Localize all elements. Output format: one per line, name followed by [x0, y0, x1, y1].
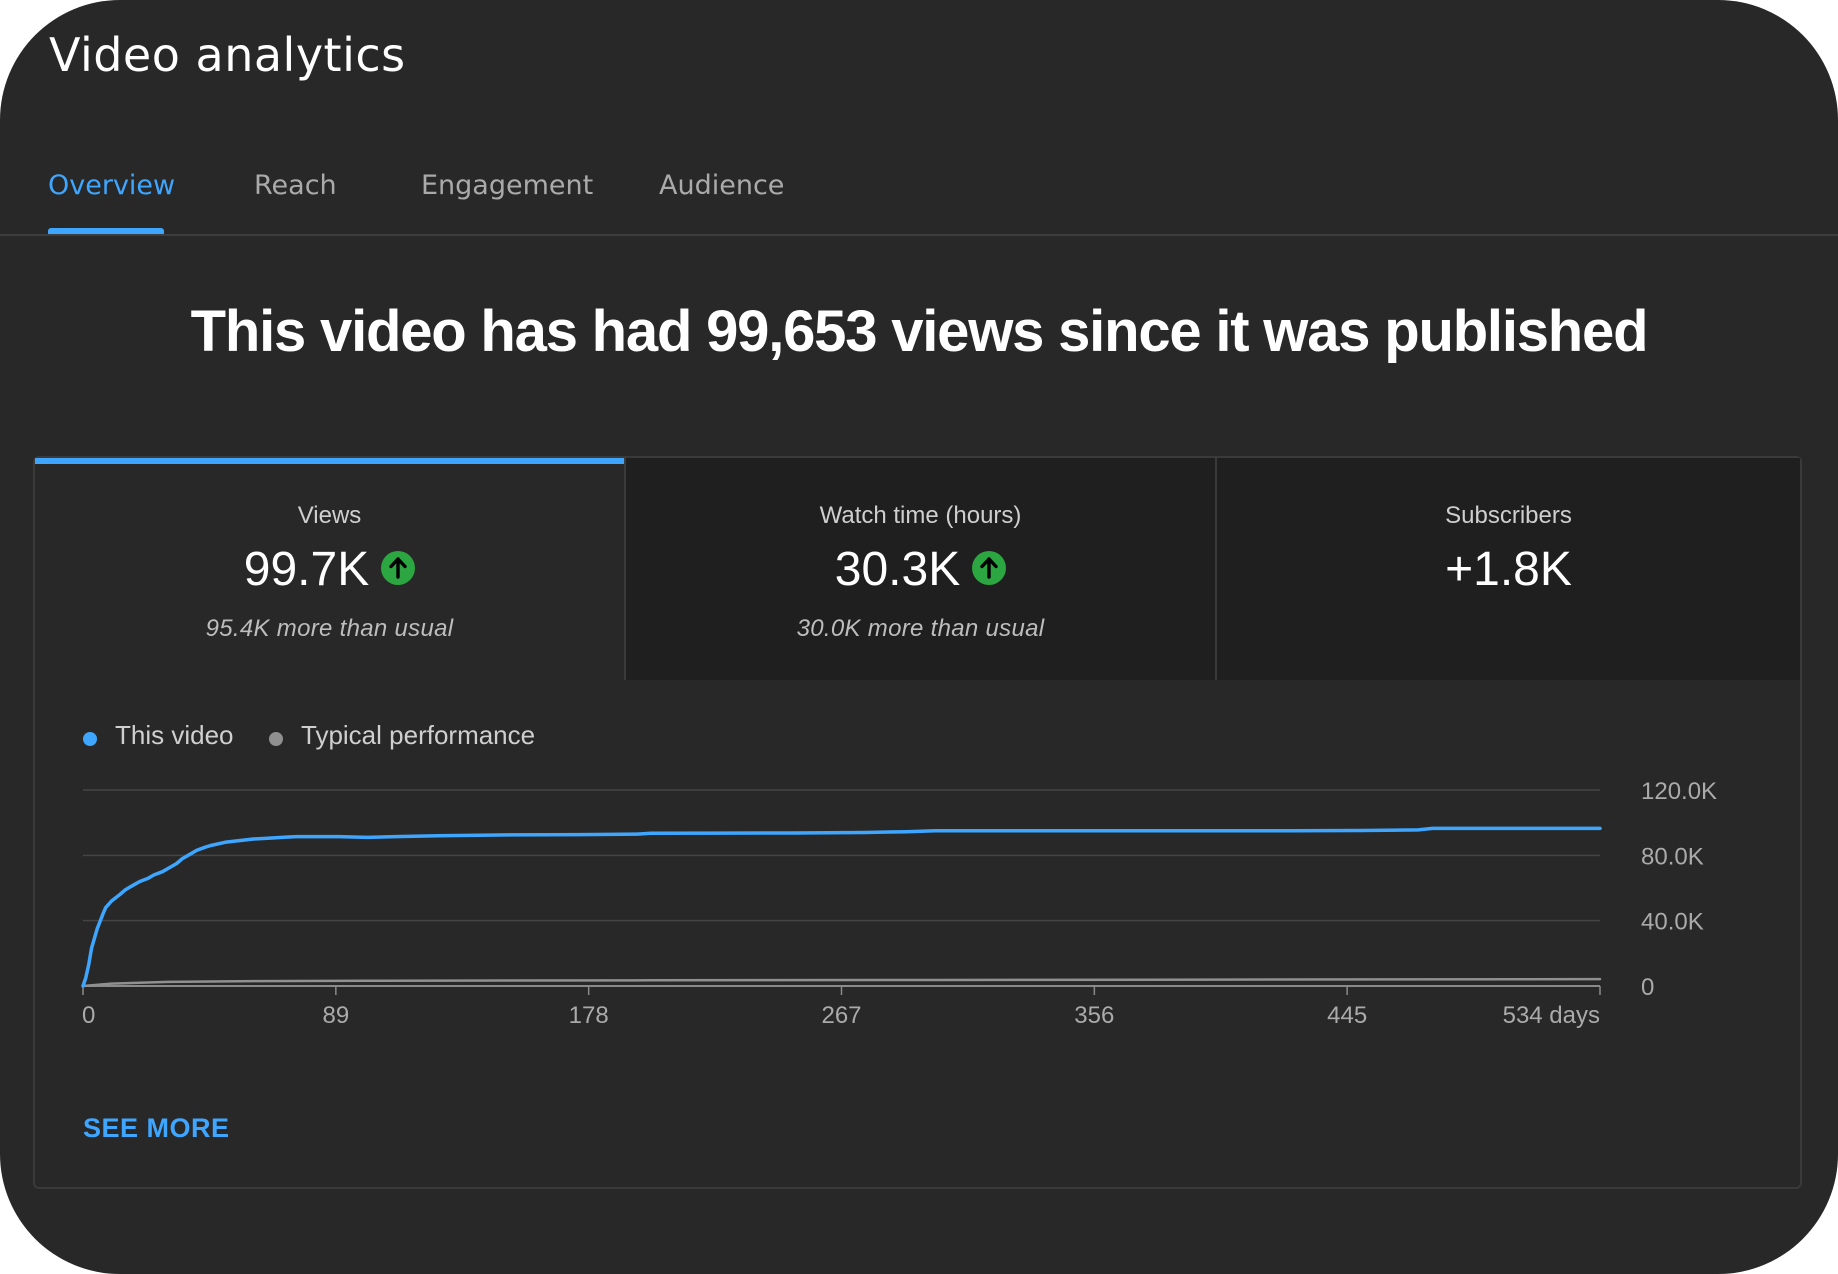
page-title: Video analytics [49, 28, 406, 82]
series-line-this-video [81, 826, 1602, 988]
views-headline: This video has had 99,653 views since it… [190, 299, 1649, 364]
up-arrow-icon [972, 550, 1007, 585]
x-tick-label: 267 [821, 1002, 861, 1029]
up-arrow-icon [381, 550, 416, 585]
metric-subtext: 95.4K more than usual [205, 615, 454, 642]
metric-value: +1.8K [1445, 543, 1572, 596]
metric-views[interactable]: Views 99.7K 95.4K more than usual [35, 458, 624, 680]
x-tick-label: 89 [322, 1002, 349, 1029]
metric-watch-time[interactable]: Watch time (hours) 30.3K 30.0K more than… [626, 458, 1215, 680]
x-tick-label: 445 [1327, 1002, 1367, 1029]
y-tick-label: 120.0K [1641, 778, 1717, 805]
tab-bar: Overview Reach Engagement Audience [0, 150, 1838, 236]
metric-divider [624, 458, 626, 680]
y-tick-label: 80.0K [1641, 843, 1704, 870]
legend-label: Typical performance [301, 720, 536, 750]
tab-audience[interactable]: Audience [659, 170, 785, 201]
metric-label: Watch time (hours) [819, 502, 1022, 529]
metric-subtext: 30.0K more than usual [796, 615, 1045, 642]
tab-engagement[interactable]: Engagement [421, 170, 594, 201]
legend-dot-icon [269, 732, 283, 746]
x-tick-label: 178 [569, 1002, 609, 1029]
x-tick-label: 0 [82, 1002, 95, 1029]
active-tab-indicator [48, 228, 164, 234]
metric-subscribers[interactable]: Subscribers +1.8K [1217, 458, 1800, 680]
metric-value: 99.7K [243, 543, 370, 596]
tabs-divider [0, 234, 1838, 236]
series-line-typical-performance [81, 977, 1602, 988]
tab-overview[interactable]: Overview [48, 170, 176, 201]
tab-reach[interactable]: Reach [254, 170, 337, 201]
see-more-link[interactable]: SEE MORE [83, 1113, 230, 1143]
metric-value: 30.3K [834, 543, 961, 596]
views-line-chart[interactable]: 0 40.0K 80.0K 120.0K 0 89 178 267 356 445 534 days [35, 768, 1795, 1098]
legend-label: This video [115, 720, 234, 750]
metric-label: Views [297, 502, 362, 529]
x-tick-label: 356 [1074, 1002, 1114, 1029]
selected-metric-indicator [35, 458, 624, 464]
y-tick-label: 0 [1641, 974, 1654, 1001]
metric-divider [1215, 458, 1217, 680]
legend-dot-icon [83, 732, 97, 746]
metric-label: Subscribers [1445, 502, 1572, 529]
x-tick-label: 534 days [1503, 1002, 1600, 1029]
y-tick-label: 40.0K [1641, 909, 1704, 936]
metrics-card: Views 99.7K 95.4K more than usual Watch … [33, 456, 1802, 1189]
